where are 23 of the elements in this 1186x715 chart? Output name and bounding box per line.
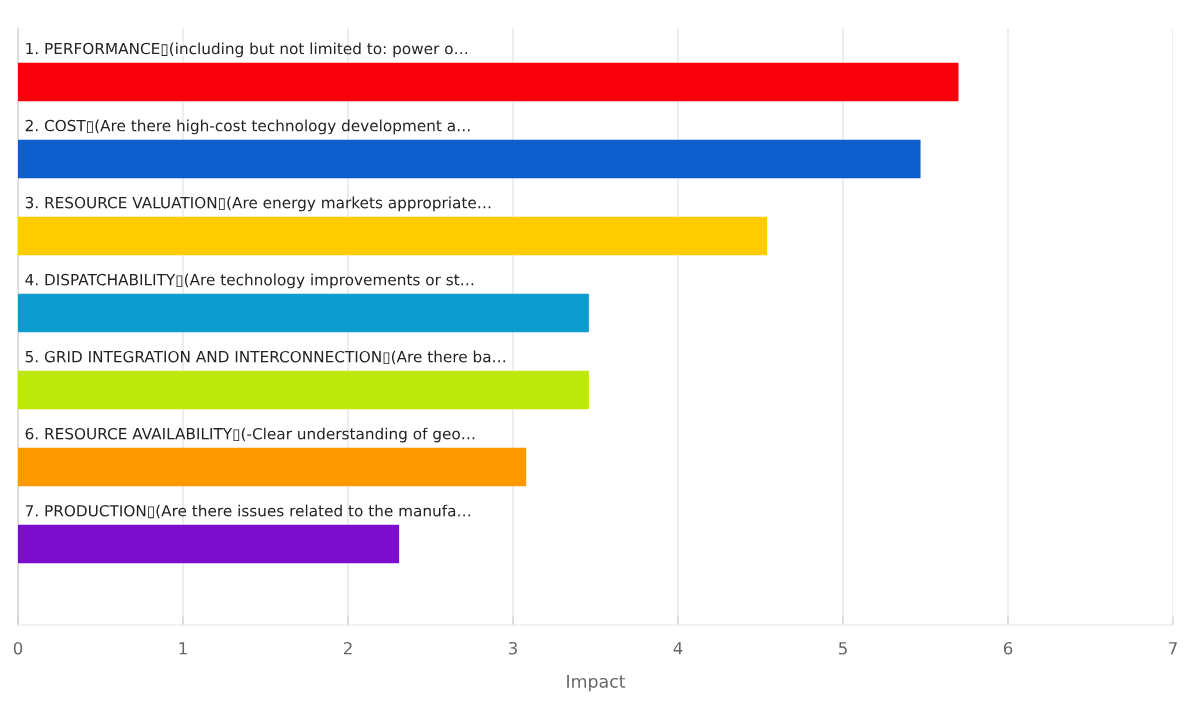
x-tick-label: 2 xyxy=(343,641,352,655)
x-tick-label: 1 xyxy=(179,642,187,655)
x-tick-label: 3 xyxy=(508,641,517,655)
bar xyxy=(18,62,959,102)
y-tick-label: 7. PRODUCTION▯(Are there issues related to the manufa… xyxy=(25,504,471,519)
bar xyxy=(18,216,768,256)
bar xyxy=(18,524,400,564)
y-tick-label: 2. COST▯(Are there high-cost technology development a… xyxy=(25,119,470,135)
x-tick-label: 4 xyxy=(673,642,683,655)
y-tick-label: 3. RESOURCE VALUATION▯(Are energy markets appropriate… xyxy=(25,196,491,212)
x-axis-title: Impact xyxy=(567,675,626,692)
x-tick-label: 6 xyxy=(1003,641,1013,655)
x-tick-label: 0 xyxy=(13,641,23,655)
x-tick-label: 5 xyxy=(838,642,847,655)
bar xyxy=(18,447,527,487)
y-tick-label: 1. PERFORMANCE▯(including but not limited to: power o… xyxy=(26,42,468,58)
y-tick-label: 5. GRID INTEGRATION AND INTERCONNECTION▯(Are there ba… xyxy=(25,350,506,365)
bar xyxy=(18,293,589,333)
bar xyxy=(18,370,589,410)
bar xyxy=(18,139,921,179)
y-tick-label: 4. DISPATCHABILITY▯(Are technology improvements or st… xyxy=(25,273,474,289)
x-tick-label: 7 xyxy=(1169,642,1177,655)
y-tick-label: 6. RESOURCE AVAILABILITY▯(-Clear understanding of geo… xyxy=(25,427,475,443)
